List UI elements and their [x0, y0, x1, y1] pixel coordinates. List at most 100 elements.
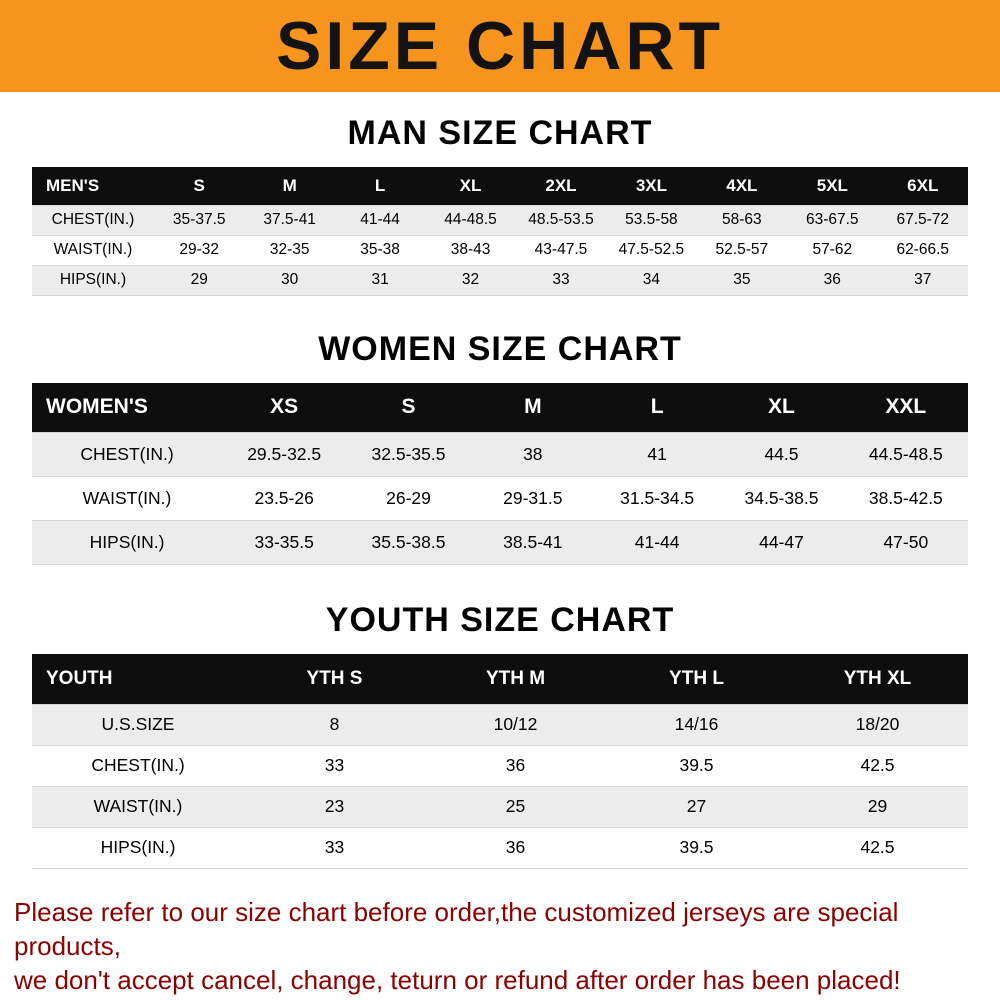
size-value-cell: 35.5-38.5	[346, 520, 471, 565]
size-value-cell: 33	[515, 264, 607, 296]
size-value-cell: 44.5	[719, 432, 844, 477]
size-value-cell: 27	[606, 785, 787, 828]
size-value-cell: 42.5	[787, 826, 968, 869]
measurement-label: HIPS(IN.)	[32, 264, 154, 296]
size-column-header: YTH M	[425, 654, 606, 704]
size-column-header: 6XL	[877, 167, 968, 205]
size-value-cell: 32.5-35.5	[346, 432, 471, 477]
table-corner-label: WOMEN'S	[32, 382, 222, 433]
size-value-cell: 29	[787, 785, 968, 828]
size-value-cell: 44-47	[719, 520, 844, 565]
size-value-cell: 38	[470, 432, 595, 477]
size-column-header: XL	[719, 382, 844, 433]
measurement-label: HIPS(IN.)	[32, 826, 244, 869]
size-value-cell: 34.5-38.5	[719, 476, 844, 521]
size-value-cell: 47.5-52.5	[606, 234, 697, 266]
womens-section-heading: WOMEN SIZE CHART	[318, 329, 682, 368]
table-corner-label: MEN'S	[32, 167, 154, 205]
size-value-cell: 39.5	[606, 826, 787, 869]
measurement-label: CHEST(IN.)	[32, 432, 222, 477]
size-value-cell: 39.5	[606, 744, 787, 787]
footer-disclaimer-line1: Please refer to our size chart before or…	[14, 896, 899, 961]
table-header-row: WOMEN'S XS S M L XL XXL	[32, 382, 968, 433]
table-row: HIPS(IN.) 33-35.5 35.5-38.5 38.5-41 41-44 44-…	[32, 520, 968, 565]
size-value-cell: 33-35.5	[222, 520, 347, 565]
size-value-cell: 36	[787, 264, 878, 296]
footer-disclaimer-line2: we don't accept cancel, change, teturn o…	[14, 965, 901, 996]
youth-section-heading: YOUTH SIZE CHART	[325, 601, 675, 639]
size-value-cell: 23.5-26	[222, 476, 347, 521]
size-chart-banner: SIZE CHART	[0, 0, 1000, 92]
table-header-row: MEN'S S M L XL 2XL 3XL 4XL 5XL 6XL	[32, 167, 968, 205]
mens-size-table: MEN'S S M L XL 2XL 3XL 4XL 5XL 6XL CHEST(IN.) 35-37…	[32, 167, 968, 296]
size-column-header: YTH XL	[787, 654, 968, 704]
size-value-cell: 30	[244, 264, 335, 296]
size-value-cell: 29-32	[154, 234, 245, 266]
table-row: WAIST(IN.) 29-32 32-35 35-38 38-43 43-47.5 47.…	[32, 234, 968, 266]
size-value-cell: 23	[244, 785, 425, 828]
size-value-cell: 37	[877, 264, 968, 296]
size-value-cell: 36	[425, 826, 606, 869]
size-value-cell: 42.5	[787, 744, 968, 787]
size-value-cell: 41	[594, 432, 720, 477]
measurement-label: HIPS(IN.)	[32, 520, 222, 565]
size-column-header: YTH L	[606, 654, 787, 704]
size-value-cell: 36	[425, 744, 606, 787]
size-value-cell: 44.5-48.5	[843, 432, 968, 477]
measurement-label: U.S.SIZE	[32, 703, 244, 746]
mens-section-heading: MAN SIZE CHART	[347, 114, 653, 152]
size-column-header: L	[594, 382, 720, 433]
table-row: CHEST(IN.) 29.5-32.5 32.5-35.5 38 41 44.5 44.5…	[32, 432, 968, 477]
size-value-cell: 32-35	[244, 234, 335, 266]
size-column-header: S	[346, 382, 471, 433]
youth-size-table: YOUTH YTH S YTH M YTH L YTH XL U.S.SIZE 8 10/12…	[32, 654, 968, 869]
table-row: U.S.SIZE 8 10/12 14/16 18/20	[32, 703, 968, 746]
size-column-header: M	[470, 382, 595, 433]
size-value-cell: 33	[244, 826, 425, 869]
size-value-cell: 31.5-34.5	[594, 476, 720, 521]
measurement-label: CHEST(IN.)	[32, 744, 244, 787]
size-column-header: L	[334, 167, 426, 205]
size-value-cell: 48.5-53.5	[515, 204, 607, 236]
size-column-header: 4XL	[696, 167, 788, 205]
size-column-header: XL	[425, 167, 516, 205]
table-header-row: YOUTH YTH S YTH M YTH L YTH XL	[32, 654, 968, 704]
size-value-cell: 43-47.5	[515, 234, 607, 266]
measurement-label: WAIST(IN.)	[32, 476, 222, 521]
size-value-cell: 33	[244, 744, 425, 787]
size-value-cell: 58-63	[696, 204, 788, 236]
size-column-header: XXL	[843, 382, 968, 433]
size-value-cell: 18/20	[787, 703, 968, 746]
size-value-cell: 8	[244, 703, 425, 746]
size-value-cell: 10/12	[425, 703, 606, 746]
table-row: CHEST(IN.) 33 36 39.5 42.5	[32, 744, 968, 787]
size-value-cell: 53.5-58	[606, 204, 697, 236]
womens-size-table: WOMEN'S XS S M L XL XXL CHEST(IN.) 29.5-32.5 32.5…	[32, 382, 968, 565]
table-corner-label: YOUTH	[32, 654, 244, 704]
table-row: CHEST(IN.) 35-37.5 37.5-41 41-44 44-48.5 48.5…	[32, 204, 968, 236]
table-row: WAIST(IN.) 23.5-26 26-29 29-31.5 31.5-34.5 34…	[32, 476, 968, 521]
size-value-cell: 67.5-72	[877, 204, 968, 236]
size-value-cell: 35	[696, 264, 788, 296]
size-column-header: YTH S	[244, 654, 425, 704]
page-title: SIZE CHART	[276, 8, 724, 84]
size-value-cell: 26-29	[346, 476, 471, 521]
size-value-cell: 38.5-41	[470, 520, 595, 565]
size-value-cell: 57-62	[787, 234, 878, 266]
size-value-cell: 29	[154, 264, 245, 296]
size-column-header: S	[154, 167, 245, 205]
size-value-cell: 52.5-57	[696, 234, 788, 266]
measurement-label: WAIST(IN.)	[32, 785, 244, 828]
size-value-cell: 41-44	[594, 520, 720, 565]
measurement-label: WAIST(IN.)	[32, 234, 154, 266]
size-value-cell: 25	[425, 785, 606, 828]
size-column-header: 3XL	[606, 167, 697, 205]
size-column-header: 5XL	[787, 167, 878, 205]
table-row: WAIST(IN.) 23 25 27 29	[32, 785, 968, 828]
size-value-cell: 37.5-41	[244, 204, 335, 236]
size-column-header: M	[244, 167, 335, 205]
size-value-cell: 14/16	[606, 703, 787, 746]
size-column-header: XS	[222, 382, 347, 433]
size-column-header: 2XL	[515, 167, 607, 205]
table-row: HIPS(IN.) 33 36 39.5 42.5	[32, 826, 968, 869]
